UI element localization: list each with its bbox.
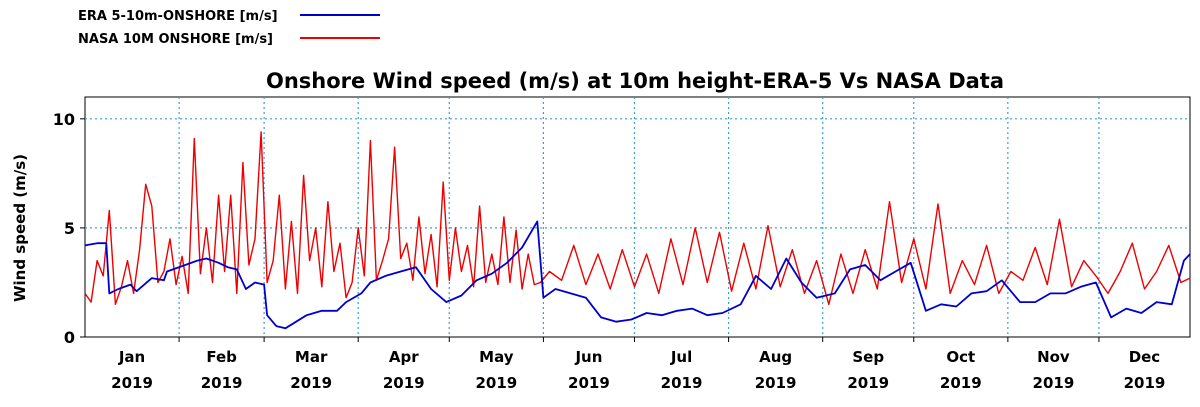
x-tick-label-month: Mar: [295, 348, 328, 366]
legend-label-era5: ERA 5-10m-ONSHORE [m/s]: [78, 9, 278, 24]
legend-label-nasa: NASA 10M ONSHORE [m/s]: [78, 32, 273, 47]
plot-area: [84, 96, 1191, 338]
y-tick-label: 10: [53, 110, 75, 129]
x-tick-label-year: 2019: [1124, 374, 1166, 392]
series-line-nasa: [84, 131, 1191, 305]
x-tick-label-year: 2019: [661, 374, 703, 392]
x-tick-label-year: 2019: [847, 374, 889, 392]
x-tick-label-year: 2019: [568, 374, 610, 392]
x-tick-label-year: 2019: [201, 374, 243, 392]
y-tick-label: 5: [64, 219, 75, 238]
x-tick-label-year: 2019: [940, 374, 982, 392]
chart-title: Onshore Wind speed (m/s) at 10m height-E…: [266, 69, 1004, 93]
x-tick-label-year: 2019: [383, 374, 425, 392]
x-tick-label-month: Sep: [852, 348, 884, 366]
x-tick-label-year: 2019: [475, 374, 517, 392]
y-tick-label: 0: [64, 328, 75, 347]
x-tick-label-year: 2019: [1033, 374, 1075, 392]
legend: ERA 5-10m-ONSHORE [m/s] NASA 10M ONSHORE…: [78, 9, 380, 47]
grid: [85, 97, 1190, 337]
series-layer: [84, 131, 1191, 330]
x-tick-label-month: Nov: [1037, 348, 1070, 366]
y-axis-label: Wind speed (m/s): [11, 154, 29, 302]
y-axis-ticks: 0 5 10: [53, 110, 85, 347]
x-tick-label-month: Dec: [1129, 348, 1161, 366]
x-tick-label-year: 2019: [111, 374, 153, 392]
x-tick-label-month: Jan: [118, 348, 145, 366]
x-tick-label-year: 2019: [755, 374, 797, 392]
x-tick-label-month: Oct: [946, 348, 975, 366]
x-axis-ticks: Jan 2019 Feb 2019 Mar 2019 Apr 2019 May 2019 Jun 20…: [111, 337, 1165, 392]
x-tick-label-month: Feb: [206, 348, 237, 366]
x-tick-label-month: Aug: [759, 348, 792, 366]
x-tick-label-month: Jul: [670, 348, 692, 366]
x-tick-label-month: Jun: [574, 348, 602, 366]
series-line-era5: [84, 220, 1191, 330]
x-tick-label-year: 2019: [290, 374, 332, 392]
x-tick-label-month: Apr: [389, 348, 419, 366]
x-tick-label-month: May: [479, 348, 514, 366]
